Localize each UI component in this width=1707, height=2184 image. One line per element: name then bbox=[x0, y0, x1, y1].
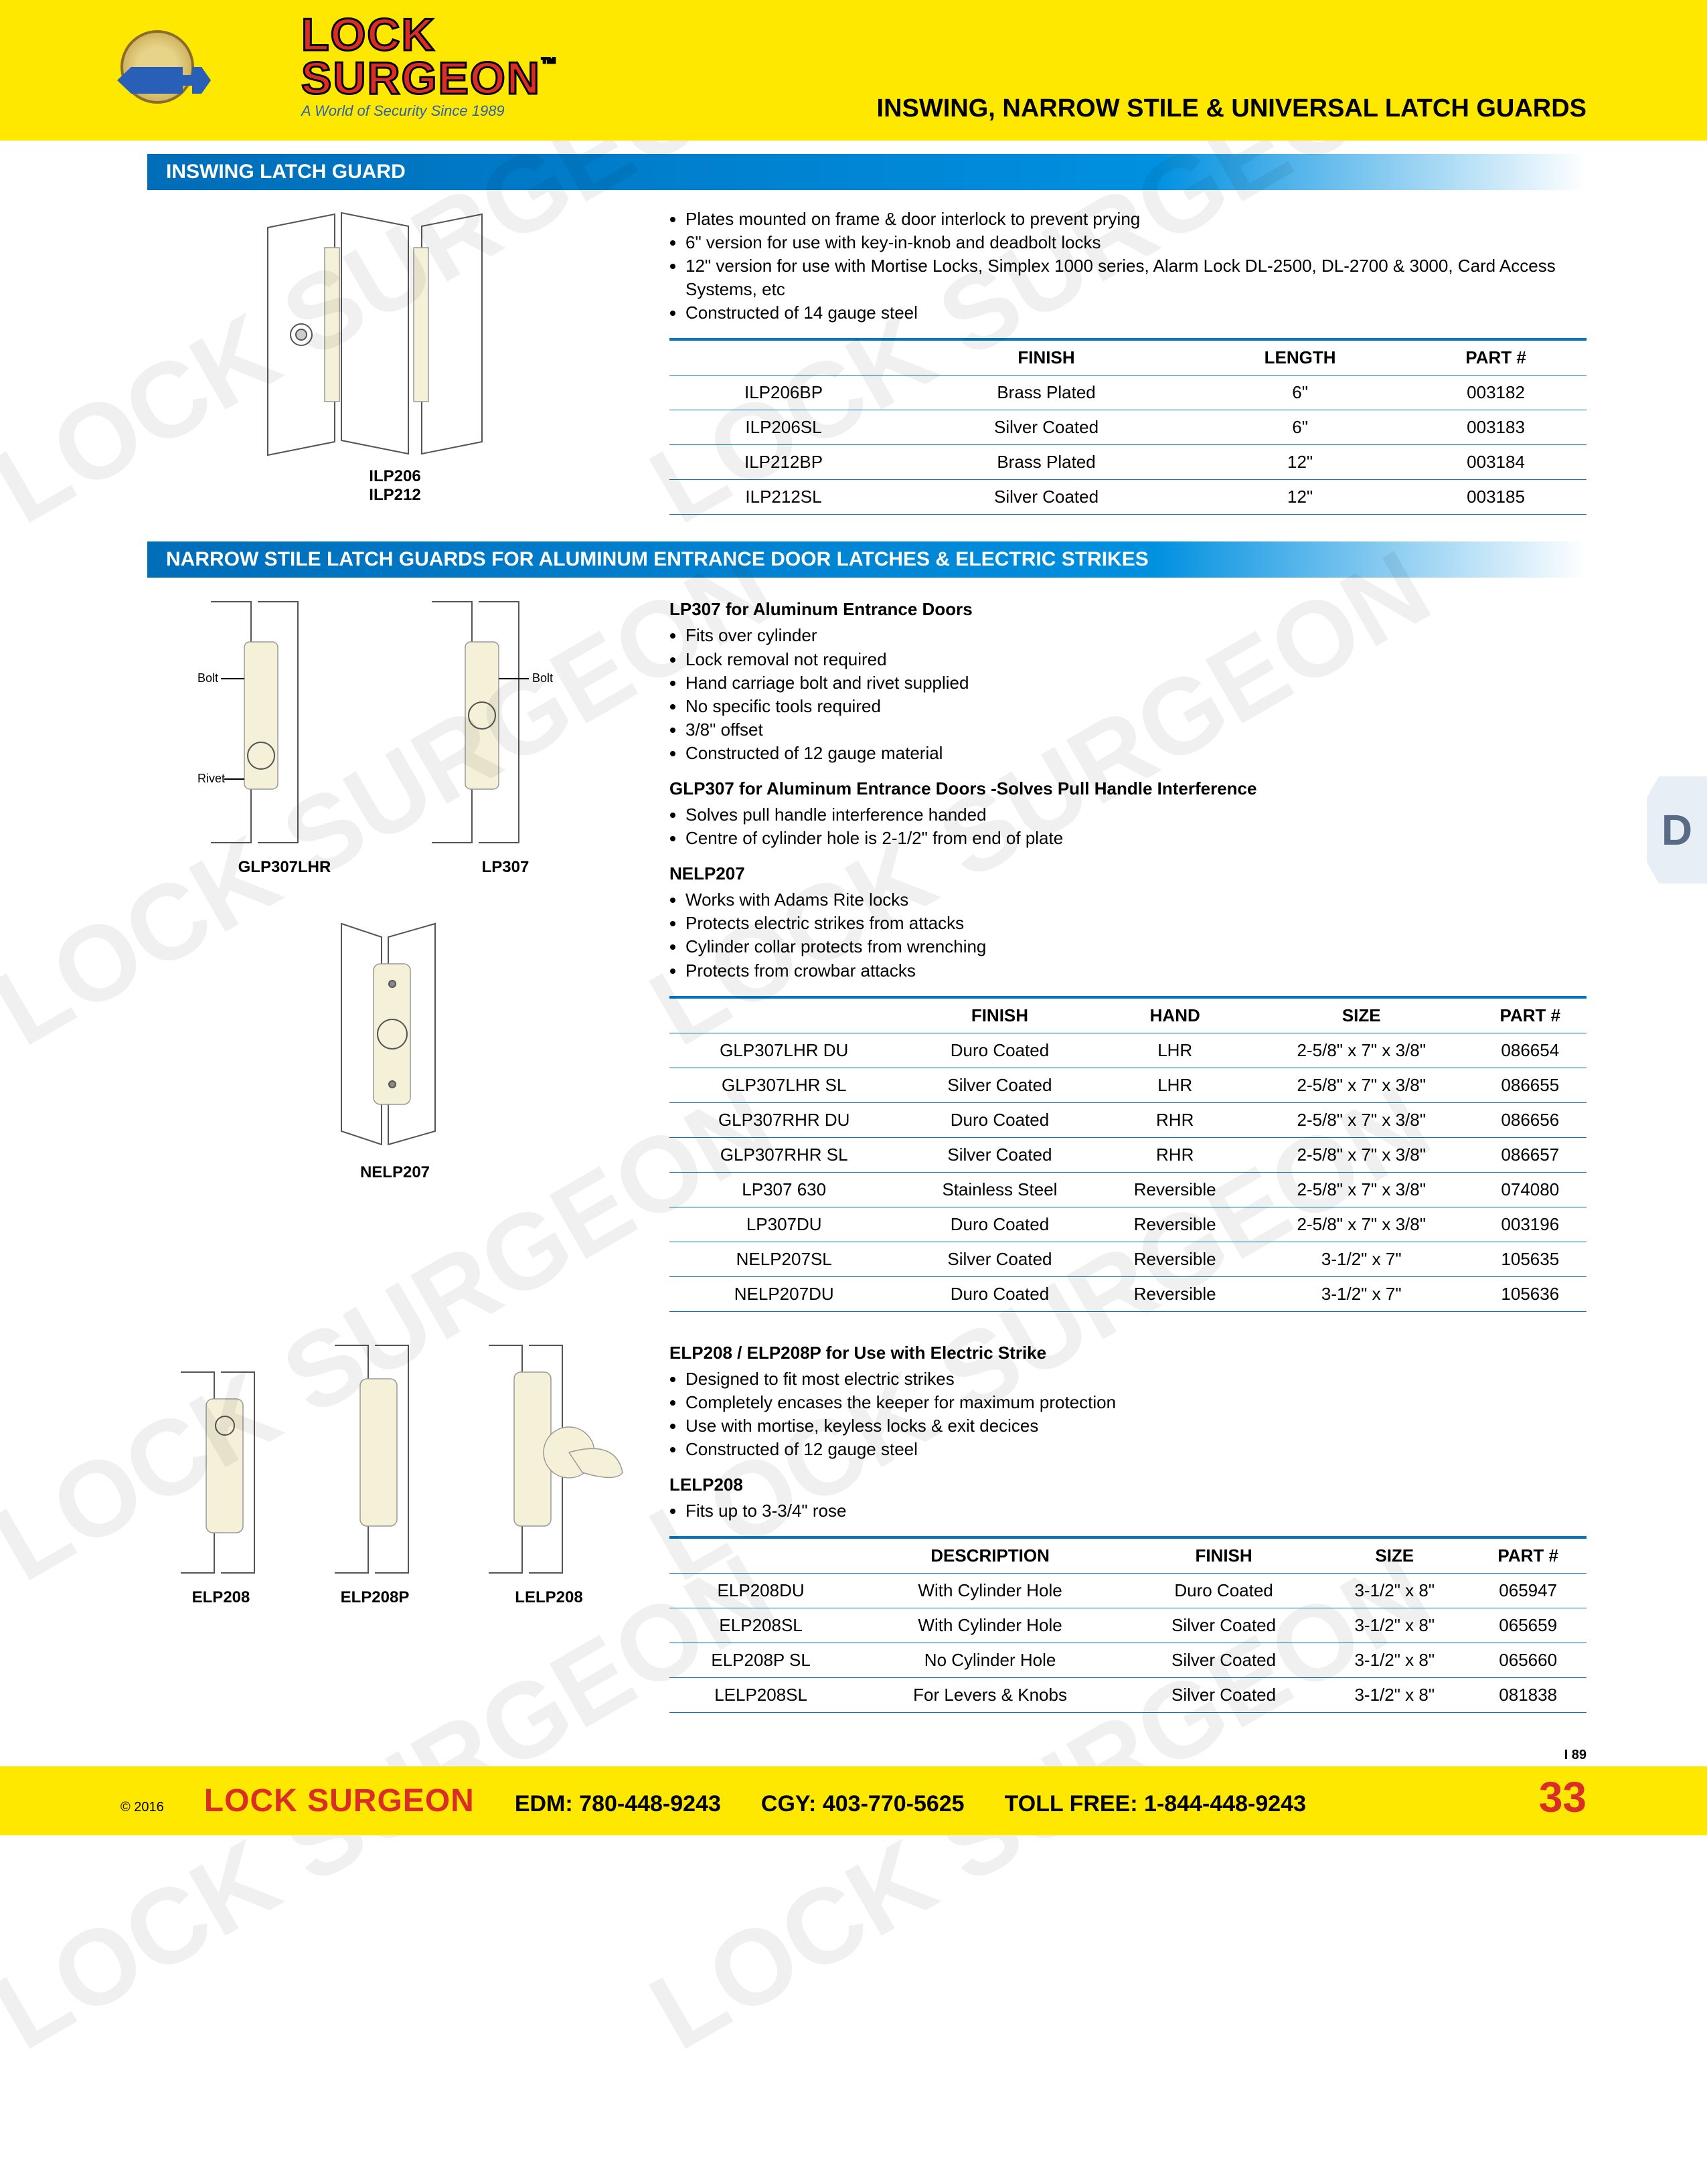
g1-bullets1: Fits over cylinder Lock removal not requ… bbox=[669, 624, 1587, 765]
table-row: ILP212SLSilver Coated12"003185 bbox=[669, 480, 1587, 515]
footer-edm: EDM: 780-448-9243 bbox=[515, 1791, 721, 1817]
g1-bullets3: Works with Adams Rite locks Protects ele… bbox=[669, 888, 1587, 982]
inswing-diagram bbox=[254, 207, 536, 462]
section2-g2-tbody: ELP208DUWith Cylinder HoleDuro Coated3-1… bbox=[669, 1574, 1587, 1713]
section2-g1-info: LP307 for Aluminum Entrance Doors Fits o… bbox=[669, 595, 1587, 1311]
page-title: INSWING, NARROW STILE & UNIVERSAL LATCH … bbox=[877, 94, 1587, 123]
content: INSWING LATCH GUARD ILP206 ILP212 bbox=[0, 141, 1707, 1766]
table-row: LP307 630Stainless SteelReversible2-5/8"… bbox=[669, 1172, 1587, 1207]
footer-cgy: CGY: 403-770-5625 bbox=[761, 1791, 965, 1817]
section1-diagram: ILP206 ILP212 bbox=[147, 207, 643, 515]
g1-bullets2: Solves pull handle interference handed C… bbox=[669, 803, 1587, 850]
table-row: ELP208SLWith Cylinder HoleSilver Coated3… bbox=[669, 1608, 1587, 1643]
g2-bullets2: Fits up to 3-3/4" rose bbox=[669, 1499, 1587, 1523]
section1-body: ILP206 ILP212 Plates mounted on frame & … bbox=[147, 207, 1587, 515]
brand-line2: SURGEON™ bbox=[301, 57, 558, 100]
table-row: LP307DUDuro CoatedReversible2-5/8" x 7" … bbox=[669, 1207, 1587, 1242]
section1-bullets: Plates mounted on frame & door interlock… bbox=[669, 207, 1587, 325]
footer-brand: LOCK SURGEON bbox=[204, 1782, 475, 1819]
table-row: GLP307LHR DUDuro CoatedLHR2-5/8" x 7" x … bbox=[669, 1033, 1587, 1068]
footer: © 2016 LOCK SURGEON EDM: 780-448-9243 CG… bbox=[0, 1766, 1707, 1835]
lelp208-diagram bbox=[462, 1339, 636, 1580]
elp208p-diagram bbox=[308, 1339, 442, 1580]
section1-table: FINISH LENGTH PART # ILP206BPBrass Plate… bbox=[669, 338, 1587, 515]
table-row: NELP207DUDuro CoatedReversible3-1/2" x 7… bbox=[669, 1276, 1587, 1311]
footer-i89: I 89 bbox=[1564, 1748, 1587, 1763]
section2-g2-diagram: ELP208 ELP208P bbox=[147, 1339, 643, 1713]
table-row: GLP307RHR DUDuro CoatedRHR2-5/8" x 7" x … bbox=[669, 1102, 1587, 1137]
brand-text: LOCK SURGEON™ A World of Security Since … bbox=[301, 13, 558, 120]
svg-text:Bolt: Bolt bbox=[532, 671, 553, 685]
section1-header: INSWING LATCH GUARD bbox=[147, 154, 1587, 190]
section2-group1: Bolt Rivet GLP307LHR B bbox=[147, 595, 1587, 1311]
footer-page-num: 33 bbox=[1539, 1772, 1587, 1822]
section2-header: NARROW STILE LATCH GUARDS FOR ALUMINUM E… bbox=[147, 541, 1587, 578]
header: LOCK SURGEON™ A World of Security Since … bbox=[0, 0, 1707, 141]
footer-copyright: © 2016 bbox=[120, 1800, 164, 1815]
table-row: GLP307LHR SLSilver CoatedLHR2-5/8" x 7" … bbox=[669, 1068, 1587, 1102]
section2-g2-info: ELP208 / ELP208P for Use with Electric S… bbox=[669, 1339, 1587, 1713]
section-tab: D bbox=[1647, 776, 1707, 884]
g2-bullets1: Designed to fit most electric strikes Co… bbox=[669, 1367, 1587, 1461]
table-row: NELP207SLSilver CoatedReversible3-1/2" x… bbox=[669, 1242, 1587, 1276]
table-row: LELP208SLFor Levers & KnobsSilver Coated… bbox=[669, 1678, 1587, 1713]
section1-info: Plates mounted on frame & door interlock… bbox=[669, 207, 1587, 515]
svg-text:Bolt: Bolt bbox=[197, 671, 218, 685]
section2-g1-table: FINISH HAND SIZE PART # GLP307LHR DUDuro… bbox=[669, 996, 1587, 1312]
section2-g1-diagram: Bolt Rivet GLP307LHR B bbox=[147, 595, 643, 1311]
glp307-diagram: Bolt Rivet bbox=[184, 595, 385, 849]
lp307-diagram: Bolt bbox=[405, 595, 606, 849]
section2-g1-tbody: GLP307LHR DUDuro CoatedLHR2-5/8" x 7" x … bbox=[669, 1033, 1587, 1311]
table-row: ELP208DUWith Cylinder HoleDuro Coated3-1… bbox=[669, 1574, 1587, 1608]
table-row: ILP212BPBrass Plated12"003184 bbox=[669, 445, 1587, 480]
brand-tagline: A World of Security Since 1989 bbox=[301, 102, 558, 120]
brand-line1: LOCK bbox=[301, 13, 558, 57]
section1-tbody: ILP206BPBrass Plated6"003182ILP206SLSilv… bbox=[669, 375, 1587, 515]
footer-toll: TOLL FREE: 1-844-448-9243 bbox=[1005, 1791, 1306, 1817]
catalog-page: LOCK SURGEON LOCK SURGEON LOCK SURGEON L… bbox=[0, 0, 1707, 1835]
diag-label: ILP206 ILP212 bbox=[369, 467, 420, 505]
key-icon bbox=[117, 67, 211, 94]
section2-g2-table: DESCRIPTION FINISH SIZE PART # ELP208DUW… bbox=[669, 1536, 1587, 1713]
table-row: ILP206SLSilver Coated6"003183 bbox=[669, 410, 1587, 445]
table-row: GLP307RHR SLSilver CoatedRHR2-5/8" x 7" … bbox=[669, 1137, 1587, 1172]
elp208-diagram bbox=[154, 1365, 288, 1580]
table-row: ELP208P SLNo Cylinder HoleSilver Coated3… bbox=[669, 1643, 1587, 1678]
table-row: ILP206BPBrass Plated6"003182 bbox=[669, 375, 1587, 410]
svg-text:Rivet: Rivet bbox=[197, 772, 225, 785]
section2-group2: ELP208 ELP208P bbox=[147, 1339, 1587, 1713]
nelp207-diagram bbox=[301, 917, 489, 1158]
